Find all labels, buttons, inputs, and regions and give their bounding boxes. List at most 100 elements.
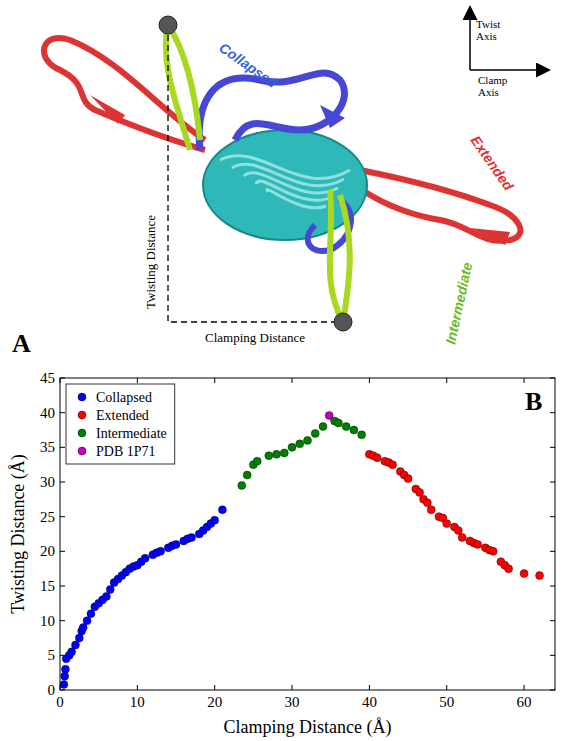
extended-arrow bbox=[90, 95, 125, 124]
x-tick bbox=[292, 378, 293, 383]
legend-marker bbox=[78, 393, 86, 401]
anchor-atom bbox=[159, 16, 177, 34]
point bbox=[373, 454, 381, 462]
x-tick bbox=[214, 378, 215, 383]
point bbox=[157, 547, 165, 555]
point bbox=[334, 419, 342, 427]
point bbox=[304, 436, 312, 444]
point bbox=[243, 471, 251, 479]
twist-axis-label-line: Axis bbox=[476, 30, 497, 42]
point bbox=[325, 411, 333, 419]
clamp-axis-label: ClampAxis bbox=[478, 74, 508, 98]
point bbox=[474, 540, 482, 548]
legend-label: Extended bbox=[96, 408, 149, 423]
distance-guide bbox=[168, 25, 343, 322]
legend-marker bbox=[78, 411, 86, 419]
x-axis-title: Clamping Distance (Å) bbox=[224, 717, 392, 738]
point bbox=[520, 570, 528, 578]
point bbox=[273, 450, 281, 458]
intermediate-label: Intermediate bbox=[442, 261, 475, 346]
panel-letter: A bbox=[12, 329, 31, 358]
point bbox=[489, 547, 497, 555]
point bbox=[106, 585, 114, 593]
legend: Collapsed Extended Intermediate PDB 1P71 bbox=[66, 384, 175, 464]
point bbox=[60, 680, 68, 688]
x-tick-label: 30 bbox=[285, 694, 300, 710]
point bbox=[296, 440, 304, 448]
point bbox=[454, 527, 462, 535]
point bbox=[87, 610, 95, 618]
y-tick-label: 25 bbox=[40, 509, 55, 525]
x-tick bbox=[524, 378, 525, 383]
point bbox=[280, 449, 288, 457]
point bbox=[358, 431, 366, 439]
y-tick bbox=[550, 516, 555, 517]
point bbox=[61, 665, 69, 673]
panel-letter: B bbox=[525, 387, 542, 416]
y-tick bbox=[550, 620, 555, 621]
y-tick bbox=[60, 516, 65, 517]
point bbox=[61, 672, 69, 680]
x-tick bbox=[137, 685, 138, 690]
y-tick-label: 0 bbox=[48, 682, 56, 698]
legend-marker bbox=[78, 447, 86, 455]
point bbox=[253, 457, 261, 465]
anchor-atom bbox=[334, 313, 352, 331]
clamp-axis-label-line: Clamp bbox=[478, 74, 508, 86]
point bbox=[342, 423, 350, 431]
x-tick bbox=[137, 378, 138, 383]
y-axis-title: Twisting Distance (Å) bbox=[8, 454, 29, 614]
collapsed-arrow bbox=[320, 105, 345, 128]
y-tick bbox=[550, 412, 555, 413]
point bbox=[68, 648, 76, 656]
y-tick bbox=[60, 447, 65, 448]
y-tick-label: 35 bbox=[40, 439, 55, 455]
y-tick bbox=[550, 482, 555, 483]
x-tick bbox=[369, 378, 370, 383]
x-tick-label: 60 bbox=[517, 694, 532, 710]
point bbox=[172, 540, 180, 548]
legend-marker bbox=[78, 429, 86, 437]
data-points bbox=[60, 411, 544, 688]
point bbox=[311, 429, 319, 437]
y-tick bbox=[550, 447, 555, 448]
plot-bg bbox=[60, 378, 555, 690]
core-strand bbox=[232, 164, 344, 185]
y-tick-label: 30 bbox=[40, 474, 55, 490]
point bbox=[288, 443, 296, 451]
legend-box bbox=[66, 384, 175, 464]
y-tick bbox=[60, 551, 65, 552]
core-strand bbox=[220, 156, 350, 179]
x-tick bbox=[292, 685, 293, 690]
core-domain bbox=[203, 130, 367, 240]
legend-label: Intermediate bbox=[96, 426, 167, 441]
y-tick-label: 40 bbox=[40, 405, 55, 421]
point bbox=[319, 423, 327, 431]
point bbox=[350, 426, 358, 434]
point bbox=[458, 533, 466, 541]
y-tick-label: 15 bbox=[40, 578, 55, 594]
twisting-label: Twisting Distance bbox=[143, 215, 158, 309]
legend-label: PDB 1P71 bbox=[96, 444, 156, 459]
y-tick bbox=[60, 482, 65, 483]
twist-arrow bbox=[469, 8, 471, 70]
intermediate-ribbon bbox=[330, 190, 350, 322]
extended-label: Extended bbox=[468, 133, 518, 194]
y-tick bbox=[60, 620, 65, 621]
clamping-label: Clamping Distance bbox=[205, 330, 305, 345]
collapsed-label: Collapsed bbox=[216, 39, 280, 91]
point bbox=[102, 592, 110, 600]
y-tick-label: 45 bbox=[40, 370, 55, 386]
twist-axis-label: TwistAxis bbox=[476, 18, 500, 42]
point bbox=[536, 572, 544, 580]
y-tick bbox=[60, 586, 65, 587]
legend-label: Collapsed bbox=[96, 390, 152, 405]
x-tick-label: 0 bbox=[56, 694, 64, 710]
intermediate-ribbon bbox=[166, 25, 200, 150]
panel-b: 0102030405060051015202530354045Clamping … bbox=[8, 370, 555, 738]
clamp-axis-label-line: Axis bbox=[478, 86, 499, 98]
point bbox=[416, 488, 424, 496]
point bbox=[211, 516, 219, 524]
extended-arrow bbox=[470, 228, 510, 245]
point bbox=[71, 641, 79, 649]
